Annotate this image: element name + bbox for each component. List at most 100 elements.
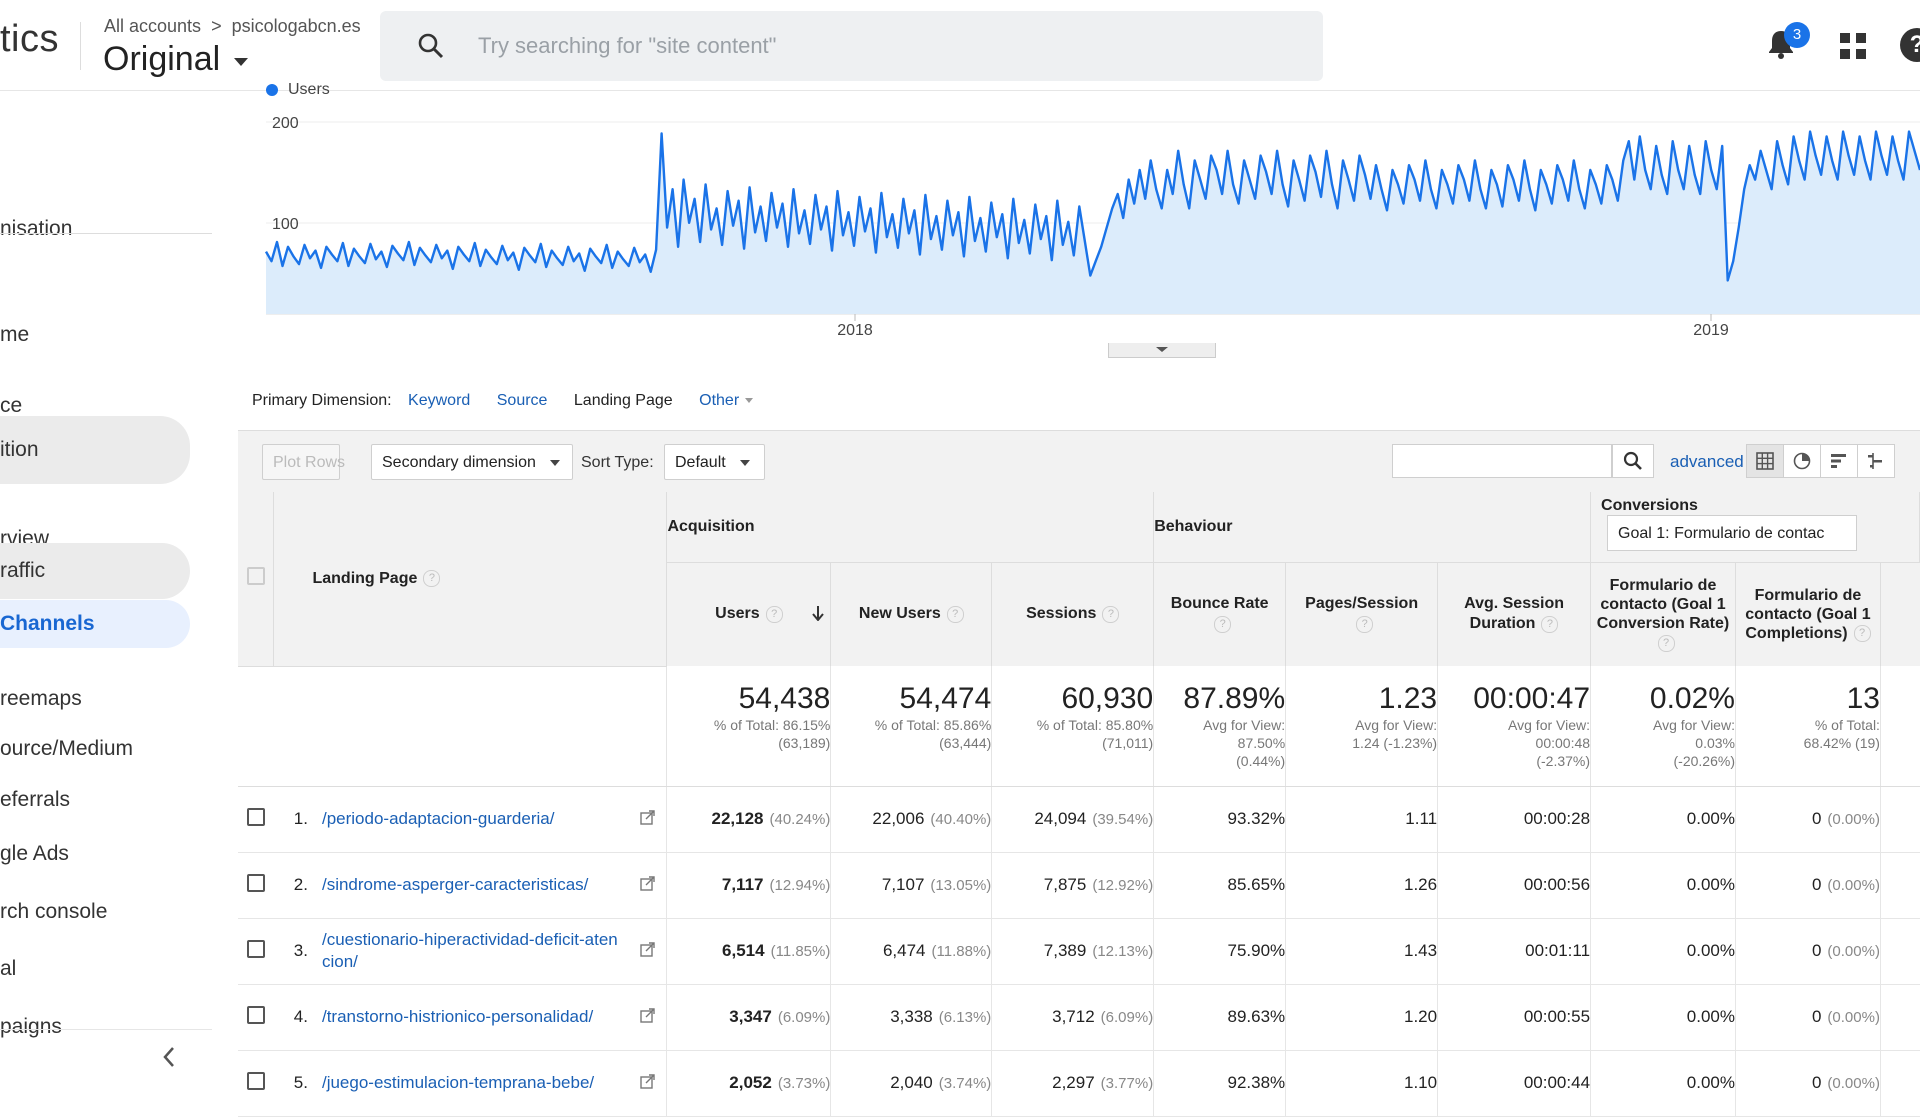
sidebar-item-source-medium[interactable]: ource/Medium (0, 737, 134, 760)
total-new-users: 54,474% of Total: 85.86% (63,444) (830, 666, 993, 787)
help-icon[interactable]: ? (765, 605, 783, 623)
sort-type-dropdown[interactable]: Default (664, 444, 765, 480)
search-bar[interactable] (380, 11, 1323, 81)
grid-view-icon[interactable] (1746, 444, 1784, 478)
help-icon[interactable]: ? (1541, 615, 1559, 633)
sidebar-item-audience[interactable]: ce (0, 394, 23, 417)
advanced-filter-link[interactable]: advanced (1670, 452, 1744, 471)
sidebar-item-home[interactable]: me (0, 323, 30, 346)
bounce-header-label: Bounce Rate (1170, 595, 1269, 613)
dimension-landing-page[interactable]: Landing Page (573, 392, 673, 409)
landing-page-link[interactable]: /transtorno-histrionico-personalidad/ (321, 1007, 594, 1026)
product-name: tics (0, 18, 59, 60)
table-row[interactable]: 2. /sindrome-asperger-caracteristicas/7,1… (238, 852, 1920, 919)
sidebar-item-referrals[interactable]: eferrals (0, 788, 71, 811)
breadcrumb-property[interactable]: psicologabcn.es (231, 16, 361, 36)
secondary-dimension-dropdown[interactable]: Secondary dimension (371, 444, 573, 480)
bounce-rate-column-header[interactable]: Bounce Rate? (1153, 562, 1287, 666)
row-checkbox[interactable] (246, 1005, 265, 1024)
goal-selector[interactable]: Goal 1: Formulario de contac (1607, 515, 1858, 552)
breadcrumb[interactable]: All accounts > psicologabcn.es (104, 16, 361, 37)
new-users-value: 6,474 (882, 941, 926, 960)
plot-rows-button[interactable]: Plot Rows (262, 444, 345, 480)
help-icon[interactable]: ? (1657, 634, 1675, 652)
new-users-column-header[interactable]: New Users? (830, 562, 993, 666)
sidebar-item-campaigns[interactable]: paigns (0, 1015, 62, 1038)
pages-session-cell: 1.11 (1285, 786, 1439, 853)
help-icon[interactable]: ? (423, 570, 441, 588)
search-input[interactable] (476, 27, 1280, 65)
new-users-percent: (13.05%) (930, 877, 992, 894)
pages-session-column-header[interactable]: Pages/Session? (1285, 562, 1439, 666)
pages-session-cell: 1.20 (1285, 984, 1439, 1051)
users-cell: 6,514 (11.85%) (666, 918, 832, 985)
comparison-icon[interactable] (1857, 444, 1895, 478)
dimension-other-dropdown[interactable]: Other (699, 392, 753, 409)
users-line-chart[interactable]: 200 100 2018 2019 (238, 91, 1920, 351)
sidebar-item-all-traffic[interactable]: raffic (0, 543, 190, 599)
sidebar-item-treemaps[interactable]: reemaps (0, 687, 82, 710)
sessions-column-header[interactable]: Sessions? (991, 562, 1155, 666)
landing-page-link[interactable]: /sindrome-asperger-caracteristicas/ (321, 875, 589, 894)
landing-page-cell: 4. /transtorno-histrionico-personalidad/ (273, 984, 668, 1051)
users-value: 3,347 (729, 1007, 772, 1026)
table-row[interactable]: 3. /cuestionario-hiperactividad-deficit-a… (238, 918, 1920, 985)
table-row[interactable]: 1. /periodo-adaptacion-guarderia/22,128 (4… (238, 786, 1920, 853)
apps-grid-icon[interactable] (1840, 33, 1866, 59)
table-row[interactable]: 5. /juego-estimulacion-temprana-bebe/2,05… (238, 1050, 1920, 1117)
sidebar-item-acquisition[interactable]: ition (0, 416, 190, 484)
collapse-sidebar-chevron-left-icon[interactable] (162, 1046, 176, 1073)
sidebar-item-customisation[interactable]: nisation (0, 217, 73, 240)
users-column-header[interactable]: Users? (666, 562, 832, 666)
open-external-icon[interactable] (640, 1007, 656, 1028)
sidebar-item-search-console[interactable]: rch console (0, 900, 108, 923)
users-percent: (11.85%) (770, 943, 831, 960)
open-external-icon[interactable] (640, 941, 656, 962)
conversion-rate-cell: 0.00% (1590, 918, 1736, 985)
table-filter-search-button[interactable] (1612, 444, 1654, 478)
table-row[interactable]: 4. /transtorno-histrionico-personalidad/3… (238, 984, 1920, 1051)
dimension-keyword[interactable]: Keyword (408, 392, 471, 409)
new-users-cell: 3,338 (6.13%) (830, 984, 993, 1051)
total-avg-duration: 00:00:47 Avg for View: 00:00:48 (-2.37%) (1437, 666, 1592, 787)
new-users-percent: (3.74%) (938, 1075, 992, 1092)
goal-conversion-rate-column-header[interactable]: Formulario de contacto (Goal 1 Conversio… (1590, 562, 1736, 666)
help-icon[interactable]: ? (1214, 615, 1232, 633)
avg-session-duration-column-header[interactable]: Avg. Session Duration? (1437, 562, 1592, 666)
breadcrumb-account[interactable]: All accounts (104, 16, 202, 36)
truncated-column-header (1880, 562, 1920, 666)
landing-page-link[interactable]: /periodo-adaptacion-guarderia/ (321, 809, 555, 828)
landing-page-link[interactable]: /juego-estimulacion-temprana-bebe/ (321, 1073, 595, 1092)
dimension-source[interactable]: Source (496, 392, 548, 409)
open-external-icon[interactable] (640, 875, 656, 896)
select-all-checkbox[interactable] (246, 567, 265, 586)
row-checkbox[interactable] (246, 873, 265, 892)
new-users-cell: 2,040 (3.74%) (830, 1050, 993, 1117)
open-external-icon[interactable] (640, 809, 656, 830)
open-external-icon[interactable] (640, 1073, 656, 1094)
bounce-rate-cell: 93.32% (1153, 786, 1287, 853)
goal-completions-column-header[interactable]: Formulario de contacto (Goal 1 Completio… (1735, 562, 1881, 666)
help-icon[interactable]: ? (1356, 615, 1374, 633)
table-filter-input[interactable] (1392, 444, 1612, 478)
help-icon[interactable]: ? (1853, 625, 1871, 643)
help-icon[interactable]: ? (1900, 28, 1920, 62)
sidebar-item-social[interactable]: al (0, 957, 17, 980)
table-view-switcher (1746, 444, 1895, 478)
completions-value: 0 (1811, 1007, 1822, 1026)
help-icon[interactable]: ? (1102, 605, 1120, 623)
pie-chart-icon[interactable] (1783, 444, 1821, 478)
bounce-rate-cell: 75.90% (1153, 918, 1287, 985)
users-value: 7,117 (721, 875, 764, 894)
bar-chart-icon[interactable] (1820, 444, 1858, 478)
help-icon[interactable]: ? (946, 605, 964, 623)
row-checkbox[interactable] (246, 1071, 265, 1090)
row-checkbox[interactable] (246, 807, 265, 826)
row-checkbox[interactable] (246, 939, 265, 958)
view-selector[interactable]: Original (103, 40, 249, 79)
sidebar-item-channels[interactable]: Channels (0, 600, 190, 648)
chart-resize-handle[interactable] (1108, 343, 1216, 358)
sidebar-item-google-ads[interactable]: gle Ads (0, 842, 69, 865)
landing-page-link[interactable]: /cuestionario-hiperactividad-deficit-ate… (321, 930, 618, 971)
landing-page-header[interactable]: Landing Page? (273, 492, 668, 667)
